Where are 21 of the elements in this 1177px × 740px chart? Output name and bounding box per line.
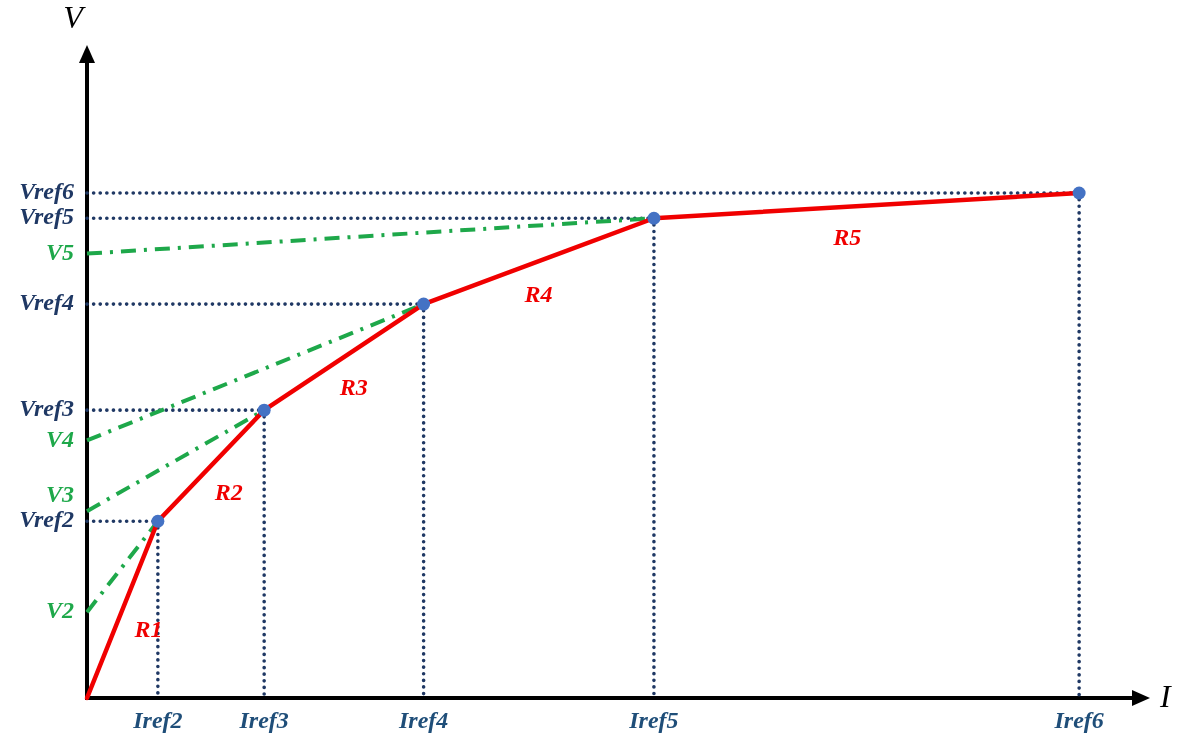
series-label: V5 — [45, 238, 74, 265]
series-label: Vref3 — [19, 395, 74, 422]
series-label: Vref4 — [19, 289, 74, 316]
x-tick-label: Iref4 — [397, 706, 449, 733]
x-tick-label: Iref5 — [628, 706, 679, 733]
series-label: R4 — [523, 280, 553, 307]
series-label: V3 — [45, 481, 74, 508]
y-axis-title: V — [63, 0, 87, 36]
series-label: V2 — [45, 597, 74, 624]
series-label: R3 — [338, 374, 368, 401]
series-label: Vref6 — [19, 178, 74, 205]
x-tick-label: Iref6 — [1053, 706, 1104, 733]
series-label: Vref2 — [19, 506, 74, 533]
series-label: R2 — [213, 478, 243, 505]
series-label: Vref5 — [19, 203, 74, 230]
series-label: R1 — [133, 615, 163, 642]
x-axis-title: I — [1159, 678, 1172, 715]
x-tick-label: Iref3 — [238, 706, 289, 733]
series-label: V4 — [45, 425, 74, 452]
series-label: R5 — [832, 224, 862, 251]
x-tick-label: Iref2 — [132, 706, 183, 733]
